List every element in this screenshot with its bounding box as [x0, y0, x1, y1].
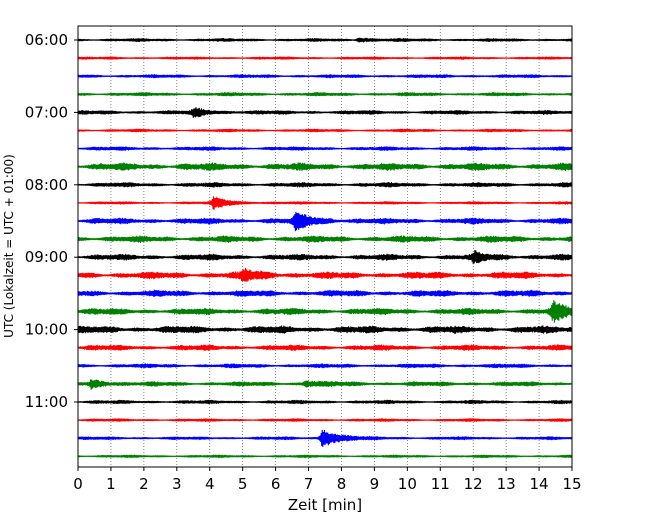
seismic-trace: [77, 91, 573, 97]
x-tick-label: 4: [205, 475, 215, 493]
x-tick-label: 6: [271, 475, 281, 493]
y-tick-label: 06:00: [25, 31, 68, 49]
plot-frame: [77, 25, 573, 468]
seismic-trace: [77, 344, 573, 351]
x-tick-label: 13: [497, 475, 516, 493]
x-tick-label: 2: [139, 475, 149, 493]
seismic-trace: [77, 249, 573, 265]
y-tick-label: 09:00: [25, 248, 68, 266]
seismic-trace: [77, 182, 573, 188]
x-tick-label: 1: [106, 475, 116, 493]
seismic-trace: [77, 325, 573, 334]
y-tick-label: 07:00: [25, 103, 68, 121]
y-tick-label: 10:00: [25, 321, 68, 339]
x-tick-label: 14: [530, 475, 549, 493]
x-tick-label: 9: [370, 475, 380, 493]
seismic-trace: [77, 267, 573, 282]
seismic-trace: [77, 363, 573, 369]
seismic-trace: [77, 211, 573, 232]
seismic-trace: [77, 235, 573, 243]
seismic-trace: [77, 37, 573, 43]
seismic-trace: [77, 56, 573, 60]
seismic-trace: [77, 128, 573, 133]
x-axis: 0 1 2 3 4 5 6 7 8 9 10 11 12 13 14 15: [73, 467, 582, 493]
x-tick-label: 7: [304, 475, 314, 493]
seismic-trace: [77, 454, 573, 459]
seismic-trace: [77, 162, 573, 172]
seismic-trace: [77, 429, 573, 448]
trace-group: [77, 37, 573, 459]
seismic-trace: [77, 196, 573, 210]
seismic-trace: [77, 106, 573, 118]
seismic-trace: [77, 379, 573, 390]
y-axis-label: UTC (Lokalzeit = UTC + 01:00): [2, 154, 16, 338]
x-tick-label: 5: [238, 475, 248, 493]
x-tick-label: 15: [562, 475, 581, 493]
x-tick-label: 11: [431, 475, 450, 493]
x-tick-label: 8: [337, 475, 347, 493]
y-tick-label: 11:00: [25, 393, 68, 411]
y-axis: 06:00 07:00 08:00 09:00 10:00 11:00: [25, 31, 78, 411]
x-tick-label: 10: [398, 475, 417, 493]
seismic-trace: [77, 289, 573, 297]
x-tick-label: 3: [172, 475, 182, 493]
x-axis-label: Zeit [min]: [288, 496, 362, 514]
x-tick-label: 12: [464, 475, 483, 493]
seismic-trace: [77, 146, 573, 152]
seismic-trace: [77, 418, 573, 423]
seismic-trace: [77, 299, 573, 323]
x-tick-label: 0: [73, 475, 83, 493]
y-tick-label: 08:00: [25, 176, 68, 194]
seismic-trace: [77, 399, 573, 405]
seismic-trace: [77, 74, 573, 79]
